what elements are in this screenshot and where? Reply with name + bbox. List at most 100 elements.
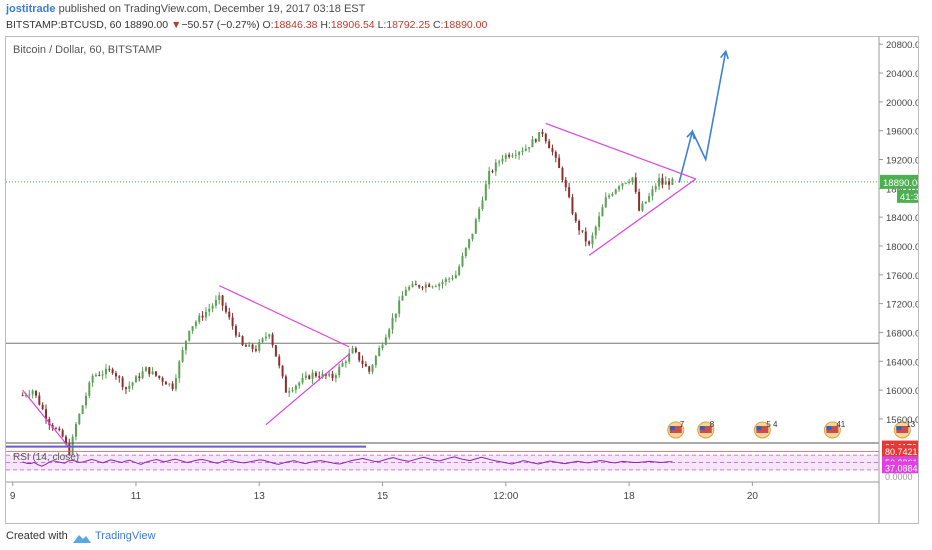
candle-body	[538, 132, 541, 142]
candle-body	[58, 428, 61, 431]
candle-body	[184, 340, 187, 351]
candle-body	[584, 231, 587, 242]
candle-body	[254, 349, 257, 351]
candle-body	[108, 368, 111, 370]
chart-title: Bitcoin / Dollar, 60, BITSTAMP	[13, 44, 162, 56]
event-flag-icon[interactable]: 41	[823, 420, 846, 439]
candle-body	[251, 344, 254, 350]
triangle-trendline[interactable]	[22, 389, 70, 449]
candle-body	[384, 337, 387, 345]
y-tick-label: 16800.00	[886, 328, 919, 339]
candle-body	[104, 368, 107, 375]
candle-body	[544, 133, 547, 142]
candle-body	[288, 391, 291, 393]
open-value: 18846.38	[273, 19, 318, 31]
event-flag-icon[interactable]: 5 4	[753, 420, 778, 439]
candle-body	[554, 151, 557, 158]
candle-body	[501, 158, 504, 162]
triangle-trendline[interactable]	[218, 285, 350, 348]
candle-body	[671, 178, 674, 185]
candle-body	[581, 230, 584, 232]
candle-body	[461, 255, 464, 267]
event-count-label: 8	[710, 420, 715, 429]
candle-body	[314, 372, 317, 377]
candle-body	[308, 375, 311, 380]
candle-body	[508, 154, 511, 157]
candle-body	[654, 186, 657, 190]
candle-body	[204, 311, 207, 318]
tradingview-brand-link[interactable]: TradingView	[95, 530, 156, 542]
high-label: H:	[320, 19, 331, 31]
candle-body	[438, 284, 441, 287]
y-tick-label: 16400.00	[886, 357, 919, 368]
candle-body	[114, 373, 117, 377]
candle-body	[614, 189, 617, 194]
event-flag-icon[interactable]: 8	[697, 420, 715, 439]
candle-body	[78, 413, 81, 425]
x-tick-label: 18	[624, 491, 636, 502]
candle-body	[431, 286, 434, 288]
forecast-arrow	[678, 49, 729, 183]
event-flag-icon[interactable]: 13	[893, 420, 916, 439]
triangle-trendline[interactable]	[265, 353, 350, 426]
close-value: 18890.00	[443, 19, 488, 31]
candle-body	[408, 286, 411, 290]
chart-panel[interactable]: 7 8 5 4 41 13 93.117080.742150.886137.08840.…	[5, 36, 919, 524]
candle-body	[298, 382, 301, 386]
candle-body	[591, 235, 594, 245]
candle-body	[28, 394, 31, 396]
candle-body	[344, 361, 347, 364]
candle-body	[334, 375, 337, 379]
candle-body	[124, 387, 127, 390]
down-arrow-icon: ▼	[170, 19, 182, 31]
event-flag-icon[interactable]: 7	[667, 420, 685, 439]
candle-body	[531, 139, 534, 148]
candle-body	[148, 367, 151, 375]
candle-body	[268, 334, 271, 337]
candle-body	[188, 330, 191, 341]
candle-body	[158, 375, 161, 378]
candle-body	[398, 300, 401, 314]
y-tick-label: 19600.00	[886, 127, 919, 138]
candle-body	[661, 178, 664, 185]
event-flag-canton	[756, 426, 762, 430]
candle-body	[318, 376, 321, 378]
y-tick-label: 15600.00	[886, 415, 919, 426]
candle-body	[564, 179, 567, 188]
triangle-trendline[interactable]	[545, 122, 696, 180]
candle-body	[484, 184, 487, 201]
candle-body	[404, 289, 407, 296]
candle-body	[568, 187, 571, 198]
candle-body	[478, 208, 481, 220]
candle-body	[388, 329, 391, 338]
candle-body	[271, 334, 274, 346]
author-link[interactable]: jostitrade	[6, 3, 56, 15]
candle-body	[378, 347, 381, 357]
y-tick-label: 18800.00	[886, 184, 919, 195]
candle-body	[514, 154, 517, 156]
triangle-trendline[interactable]	[588, 178, 697, 256]
event-flag-stripes	[669, 426, 682, 433]
candle-body	[448, 278, 451, 280]
y-tick-label: 16000.00	[886, 386, 919, 397]
candle-body	[128, 385, 131, 390]
candle-body	[84, 395, 87, 406]
candle-body	[628, 181, 631, 183]
candle-body	[518, 152, 521, 155]
event-count-label: 5 4	[766, 420, 778, 429]
tradingview-cloud-icon	[70, 531, 92, 549]
chart-svg[interactable]: 7 8 5 4 41 13 93.117080.742150.886137.08840.…	[6, 37, 919, 524]
candle-body	[338, 366, 341, 376]
price-change: −50.57 (−0.27%)	[181, 19, 260, 31]
candle-body	[74, 424, 77, 437]
symbol-label: BITSTAMP:BTCUSD, 60	[6, 19, 122, 31]
candle-body	[618, 186, 621, 190]
candle-body	[441, 281, 444, 285]
candle-body	[214, 300, 217, 306]
event-flag-canton	[699, 426, 705, 430]
forecast-path[interactable]	[678, 51, 727, 183]
candle-body	[474, 219, 477, 234]
candle-body	[424, 284, 427, 288]
candle-body	[284, 376, 287, 393]
x-tick-label: 15	[377, 491, 389, 502]
